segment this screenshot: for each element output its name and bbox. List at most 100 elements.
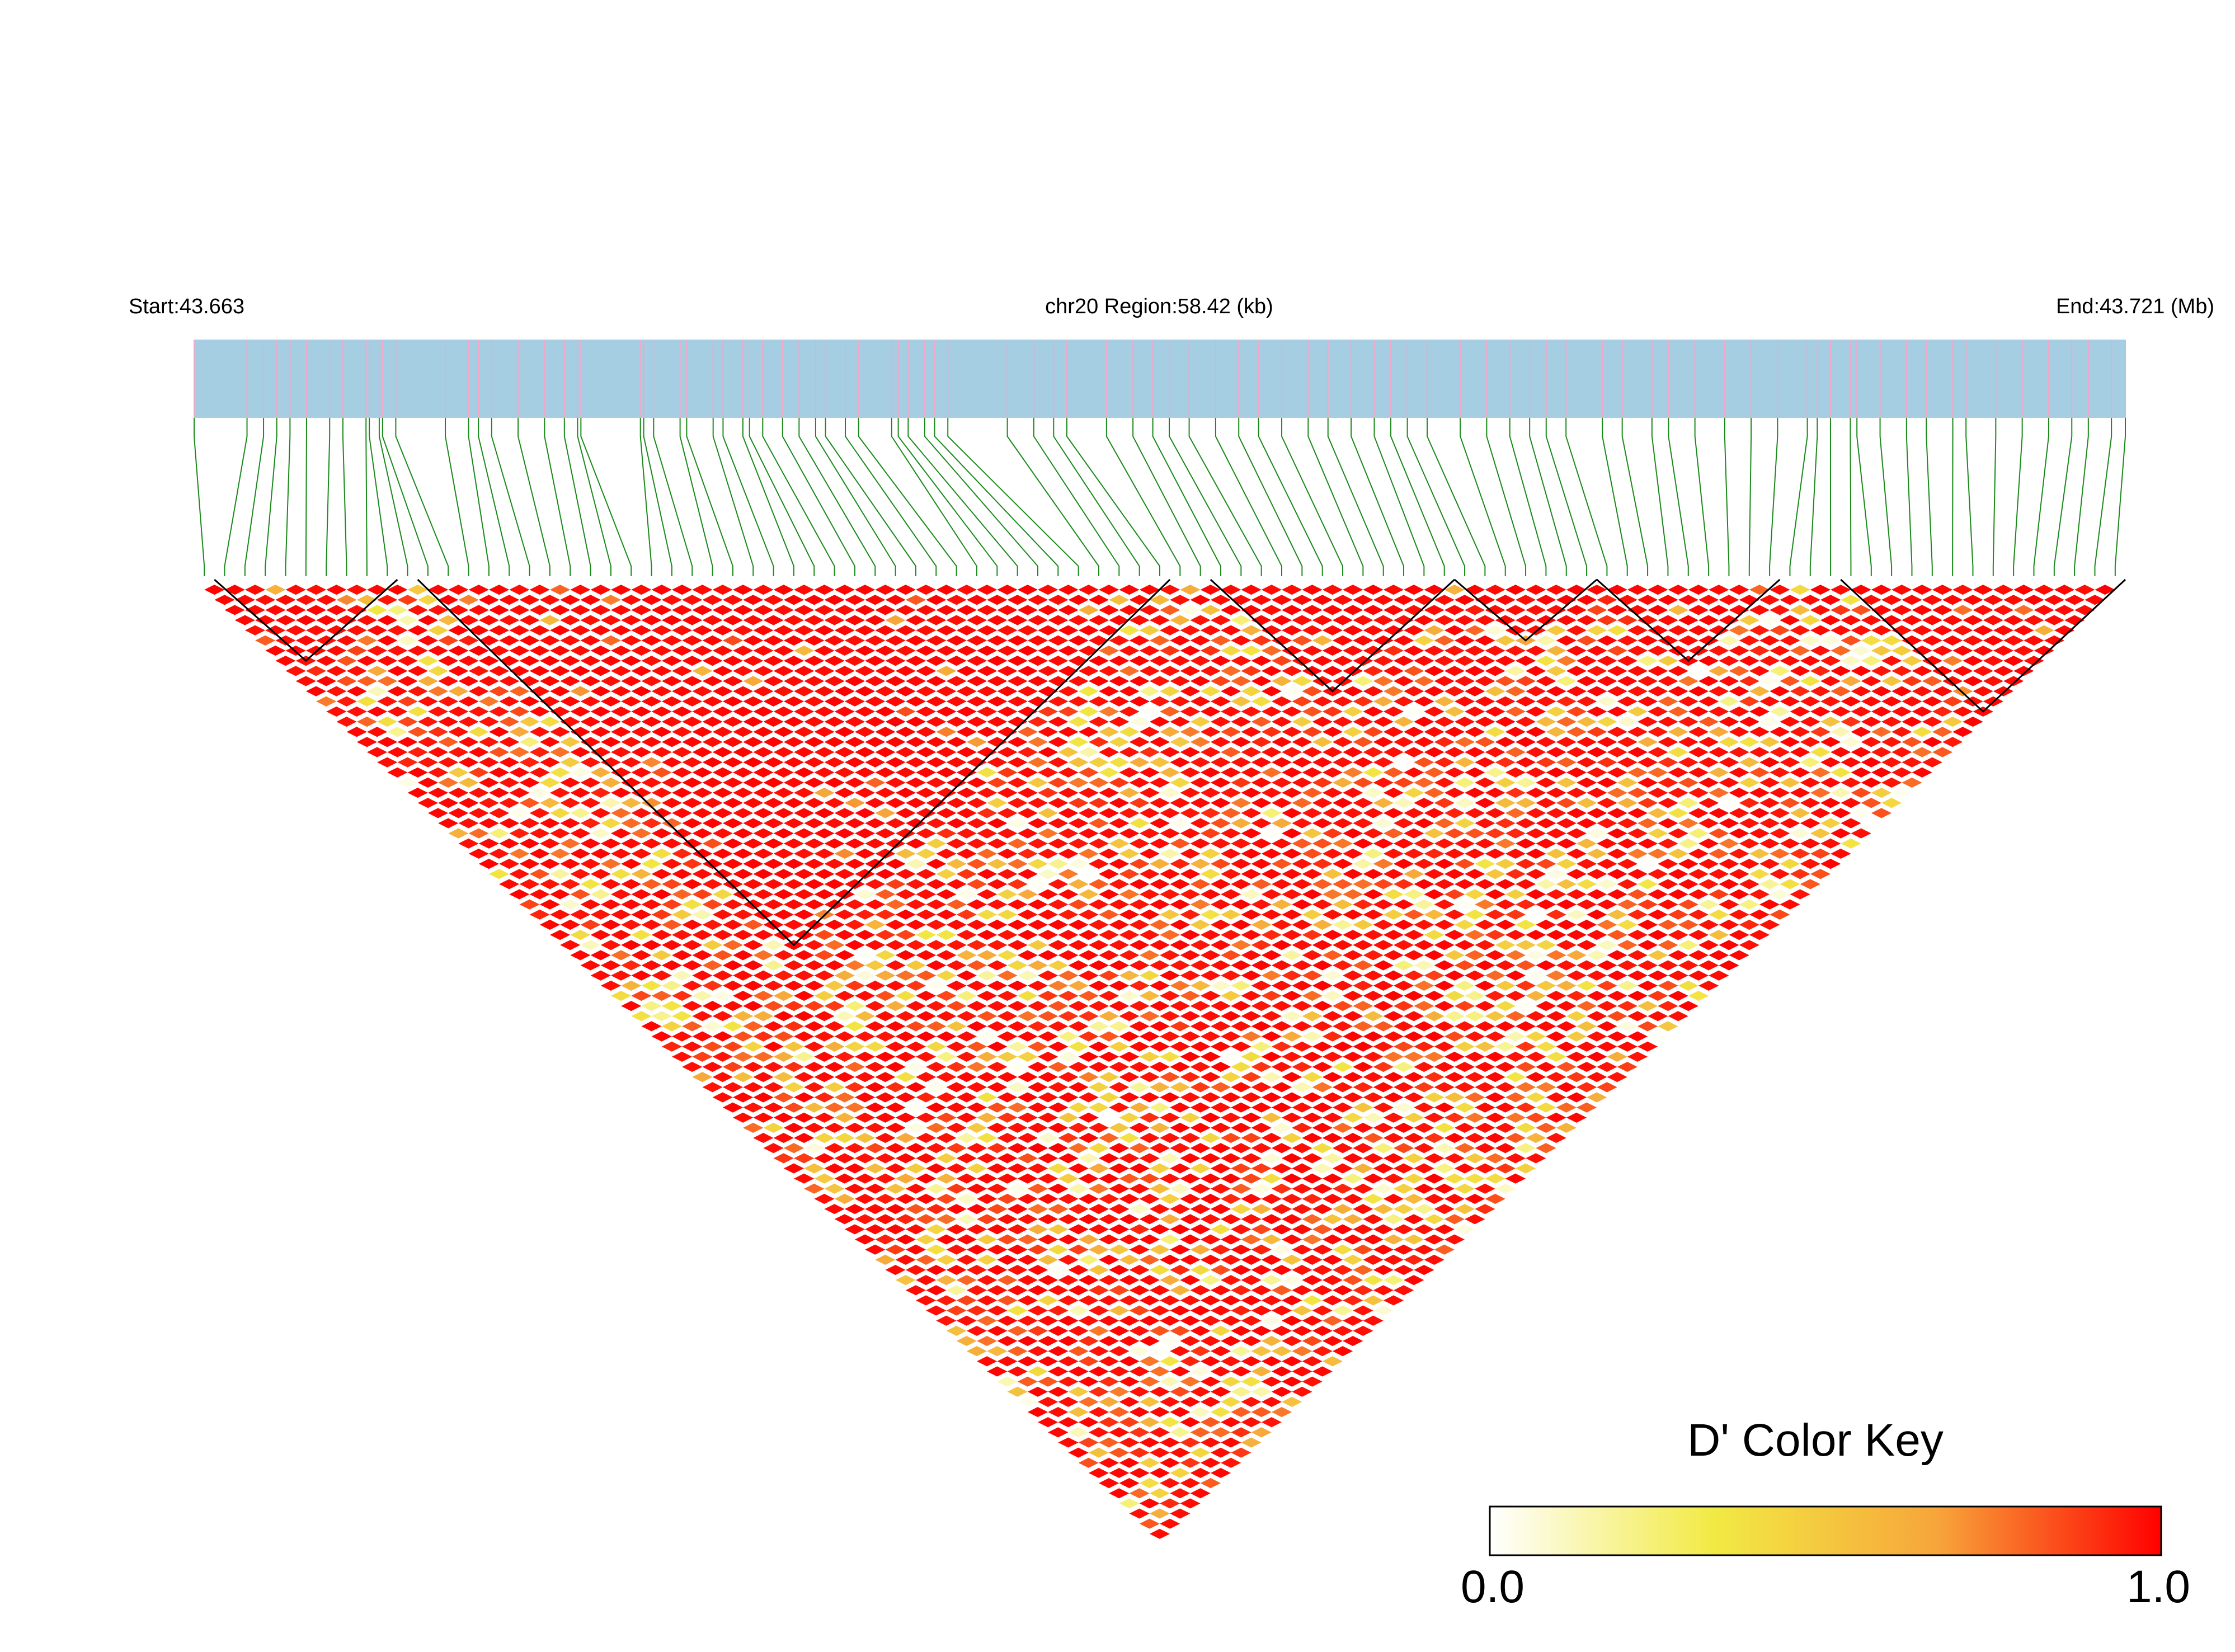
ld-cell: [1546, 990, 1566, 1001]
ld-cell: [926, 676, 947, 686]
ld-cell: [1556, 737, 1577, 747]
ld-cell: [773, 666, 794, 676]
ld-cell: [1292, 716, 1312, 727]
ld-cell: [1353, 960, 1373, 971]
ld-cell: [1109, 595, 1130, 605]
ld-cell: [1322, 1295, 1343, 1306]
ld-cell: [1200, 1376, 1221, 1387]
ld-cell: [1922, 635, 1942, 646]
ld-cell: [834, 1051, 855, 1062]
ld-cell: [1129, 798, 1150, 808]
ld-cell: [987, 798, 1008, 808]
ld-cell: [1465, 808, 1485, 818]
ld-cell: [1454, 980, 1475, 991]
ld-cell: [1648, 645, 1668, 656]
ld-cell: [926, 960, 947, 971]
ld-cell: [793, 1092, 815, 1103]
ld-cell: [1312, 1346, 1333, 1357]
ld-cell: [316, 696, 337, 707]
ld-cell: [956, 970, 977, 981]
ld-cell: [1576, 899, 1597, 910]
ld-cell: [1088, 1244, 1109, 1255]
ld-cell: [326, 645, 347, 656]
ld-cell: [1210, 1082, 1231, 1093]
ld-cell: [1058, 1234, 1079, 1245]
ld-cell: [1790, 788, 1810, 798]
ld-cell: [519, 696, 540, 707]
ld-cell: [885, 1244, 906, 1255]
ld-cell: [753, 666, 774, 676]
ld-cell: [1546, 1133, 1566, 1143]
ld-cell: [1190, 798, 1211, 808]
ld-cell: [1170, 1488, 1191, 1499]
ld-cell: [1322, 1335, 1343, 1347]
ld-cell: [1058, 1417, 1079, 1428]
ld-cell: [1027, 1325, 1048, 1336]
ld-cell: [1221, 1396, 1241, 1408]
ld-cell: [1190, 716, 1211, 727]
ld-cell: [722, 1021, 744, 1032]
ld-cell: [1007, 838, 1028, 849]
ld-cell: [580, 676, 601, 686]
ld-cell: [509, 767, 530, 778]
ld-cell: [743, 1062, 764, 1072]
ld-cell: [966, 1143, 987, 1154]
ld-cell: [458, 838, 479, 849]
ld-cell: [2054, 625, 2075, 636]
ld-cell: [1241, 706, 1262, 717]
ld-cell: [1200, 1478, 1221, 1489]
ld-cell: [1261, 990, 1282, 1001]
ld-cell: [1404, 1234, 1424, 1245]
ld-cell: [1546, 585, 1566, 595]
ld-cell: [590, 889, 611, 900]
ld-cell: [1343, 909, 1363, 920]
ld-cell: [987, 838, 1008, 849]
ld-cell: [326, 686, 347, 696]
ld-cell: [1536, 696, 1556, 707]
ld-cell: [763, 1143, 784, 1154]
ld-cell: [1881, 777, 1902, 788]
ld-cell: [1495, 1062, 1516, 1072]
ld-cell: [1810, 747, 1831, 757]
ld-cell: [1597, 899, 1617, 910]
ld-cell: [387, 585, 408, 595]
ld-cell: [732, 848, 754, 859]
ld-cell: [1078, 848, 1099, 859]
ld-cell: [1475, 696, 1495, 707]
ld-cell: [1149, 1467, 1170, 1479]
ld-cell: [987, 940, 1008, 950]
ld-cell: [1017, 666, 1038, 676]
ld-cell: [946, 1021, 967, 1032]
ld-cell: [1597, 940, 1617, 950]
ld-cell: [641, 899, 662, 910]
ld-cell: [824, 980, 845, 991]
ld-cell: [682, 798, 703, 808]
ld-cell: [1485, 889, 1505, 900]
ld-cell: [610, 686, 632, 696]
ld-cell: [1515, 656, 1536, 666]
ld-cell: [1363, 950, 1384, 961]
ld-cell: [346, 706, 367, 717]
ld-cell: [966, 656, 987, 666]
ld-cell: [1597, 818, 1617, 829]
ld-cell: [966, 1325, 987, 1336]
ld-cell: [1536, 716, 1556, 727]
ld-cell: [1068, 919, 1089, 930]
ld-cell: [1180, 930, 1201, 940]
ld-cell: [1861, 676, 1881, 686]
snp-connector: [749, 418, 815, 576]
ld-cell: [844, 1102, 865, 1113]
ld-cell: [1109, 1447, 1130, 1458]
ld-cell: [1088, 899, 1109, 910]
ld-cell: [1739, 859, 1759, 869]
snp-connector: [907, 418, 1018, 576]
ld-cell: [1495, 1041, 1516, 1052]
ld-cell: [712, 645, 733, 656]
ld-cell: [1485, 605, 1505, 615]
snp-connector: [1724, 418, 1730, 576]
ld-cell: [1027, 716, 1048, 727]
ld-cell: [804, 1041, 825, 1052]
ld-cell: [1617, 798, 1638, 808]
ld-cell: [1271, 696, 1292, 707]
ld-cell: [1129, 1488, 1150, 1499]
